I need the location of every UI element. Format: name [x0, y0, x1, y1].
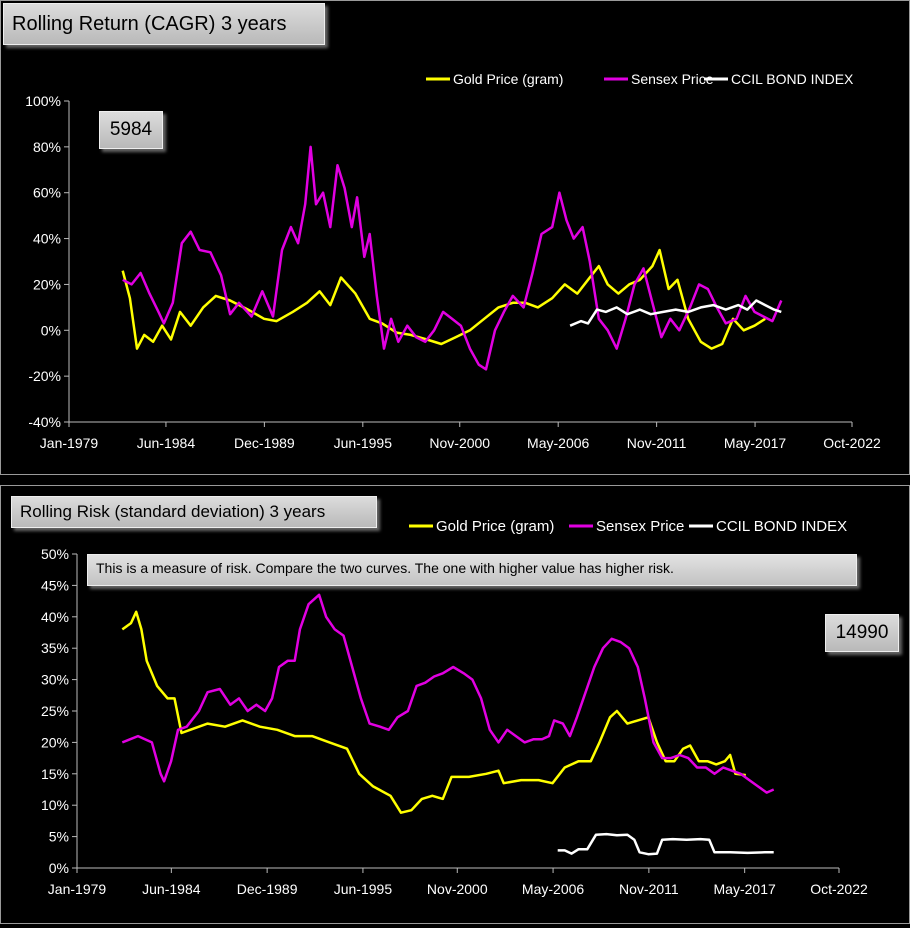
- legend: Gold Price (gram) Sensex Price CCIL BOND I…: [409, 518, 847, 535]
- x-tick-label: Oct-2022: [810, 881, 868, 897]
- risk-annotation: This is a measure of risk. Compare the t…: [87, 554, 857, 586]
- y-tick-label: -20%: [28, 368, 61, 384]
- series-line-gold-price-gram: [121, 610, 746, 814]
- chart-title: Rolling Risk (standard deviation) 3 year…: [11, 496, 377, 528]
- legend-label: Sensex Price: [631, 71, 714, 87]
- legend-label: CCIL BOND INDEX: [716, 518, 847, 535]
- series-line-sensex-price: [121, 593, 775, 794]
- y-tick-label: 0%: [49, 860, 69, 876]
- series-line-ccil-bond-index: [569, 299, 782, 327]
- x-tick-label: Jan-1979: [40, 435, 99, 451]
- plot-area: 0% 5% 10% 15% 20% 25% 30% 35% 40% 45% 50% Jan-1979 J…: [41, 546, 868, 897]
- series-line-sensex-price: [122, 145, 783, 371]
- y-tick-label: 15%: [41, 766, 69, 782]
- y-tick-label: 10%: [41, 797, 69, 813]
- y-tick-label: 40%: [33, 231, 61, 247]
- legend-label: Sensex Price: [596, 518, 684, 535]
- y-tick-label: 0%: [41, 322, 61, 338]
- x-tick-label: Jan-1979: [48, 881, 107, 897]
- y-tick-label: 25%: [41, 703, 69, 719]
- x-tick-label: May-2017: [724, 435, 786, 451]
- x-tick-label: Nov-2011: [619, 881, 679, 897]
- x-tick-label: Nov-2000: [429, 435, 490, 451]
- x-tick-label: Jun-1984: [137, 435, 196, 451]
- legend-label: Gold Price (gram): [436, 518, 554, 535]
- series-line-ccil-bond-index: [557, 832, 774, 856]
- y-tick-label: 30%: [41, 672, 69, 688]
- y-tick-label: 20%: [33, 276, 61, 292]
- plot-area: -40% -20% 0% 20% 40% 60% 80% 100% Jan-1979 Jun-19…: [25, 93, 881, 451]
- count-badge: 5984: [99, 111, 163, 149]
- y-tick-label: 80%: [33, 139, 61, 155]
- legend-label: Gold Price (gram): [453, 71, 563, 87]
- x-tick-label: Jun-1995: [334, 435, 393, 451]
- y-tick-label: 60%: [33, 185, 61, 201]
- y-tick-label: 5%: [49, 829, 69, 845]
- count-badge: 14990: [825, 614, 899, 652]
- chart-title: Rolling Return (CAGR) 3 years: [3, 3, 325, 45]
- rolling-risk-panel: 0% 5% 10% 15% 20% 25% 30% 35% 40% 45% 50% Jan-1979 J…: [0, 485, 910, 924]
- x-tick-label: May-2006: [527, 435, 589, 451]
- y-tick-label: 20%: [41, 734, 69, 750]
- y-tick-label: 35%: [41, 640, 69, 656]
- rolling-return-panel: -40% -20% 0% 20% 40% 60% 80% 100% Jan-1979 Jun-19…: [0, 0, 910, 475]
- rolling-risk-chart: 0% 5% 10% 15% 20% 25% 30% 35% 40% 45% 50% Jan-1979 J…: [41, 518, 868, 897]
- x-tick-label: Jun-1995: [334, 881, 393, 897]
- y-tick-label: 50%: [41, 546, 69, 562]
- x-tick-label: Dec-1989: [237, 881, 298, 897]
- y-tick-label: 40%: [41, 609, 69, 625]
- x-tick-label: Nov-2011: [627, 435, 687, 451]
- x-tick-label: May-2006: [522, 881, 584, 897]
- series-line-gold-price-gram: [121, 248, 766, 350]
- y-tick-label: 45%: [41, 577, 69, 593]
- x-tick-label: May-2017: [714, 881, 776, 897]
- x-tick-label: Nov-2000: [427, 881, 488, 897]
- x-tick-label: Jun-1984: [142, 881, 201, 897]
- legend: Gold Price (gram) Sensex Price CCIL BOND I…: [426, 71, 854, 87]
- y-tick-label: 100%: [25, 93, 61, 109]
- x-tick-label: Dec-1989: [234, 435, 295, 451]
- y-tick-label: -40%: [28, 414, 61, 430]
- legend-label: CCIL BOND INDEX: [731, 71, 854, 87]
- rolling-return-chart: -40% -20% 0% 20% 40% 60% 80% 100% Jan-1979 Jun-19…: [25, 71, 881, 451]
- x-tick-label: Oct-2022: [823, 435, 881, 451]
